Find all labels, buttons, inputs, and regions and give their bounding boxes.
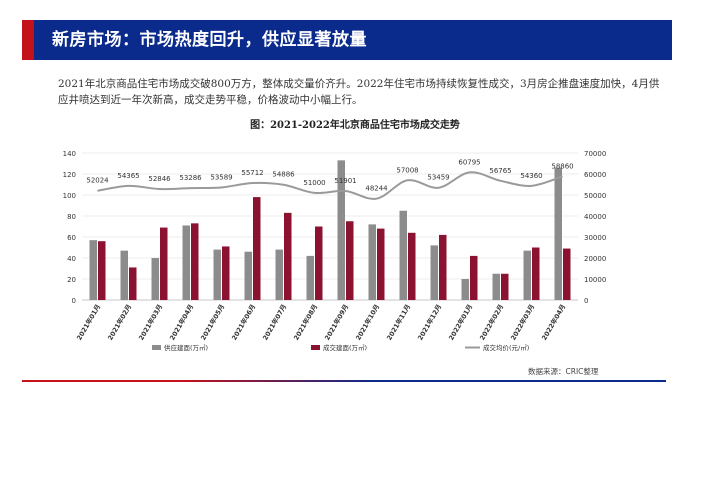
x-tick-label: 2021年11月: [384, 303, 412, 342]
x-tick-label: 2021年08月: [291, 303, 319, 342]
bar-deal: [253, 197, 261, 300]
x-tick-label: 2021年09月: [322, 303, 350, 342]
x-tick-label: 2021年12月: [415, 303, 443, 342]
y-right-tick-label: 60000: [584, 171, 606, 179]
price-data-label: 52846: [148, 175, 171, 183]
x-tick-label: 2021年06月: [229, 303, 257, 342]
bar-supply: [120, 250, 128, 300]
x-tick-label: 2021年07月: [260, 303, 288, 342]
price-data-label: 54360: [520, 172, 542, 180]
bar-deal: [439, 234, 447, 300]
price-data-label: 51000: [303, 179, 325, 187]
bar-deal: [346, 221, 354, 300]
legend-swatch-deal: [311, 345, 320, 350]
price-data-label: 58860: [551, 162, 573, 170]
y-left-tick-label: 80: [67, 213, 76, 221]
bar-supply: [368, 224, 376, 300]
data-source: 数据来源：CRIC整理: [528, 367, 599, 376]
bar-supply: [554, 167, 562, 300]
x-tick-label: 2021年01月: [74, 303, 102, 342]
price-data-label: 51901: [334, 177, 356, 185]
price-data-label: 57008: [396, 166, 418, 174]
y-right-tick-label: 70000: [584, 150, 606, 158]
y-left-tick-label: 120: [63, 171, 76, 179]
y-right-tick-label: 0: [584, 297, 588, 305]
bar-supply: [399, 210, 407, 300]
y-left-tick-label: 40: [67, 255, 76, 263]
price-data-label: 48244: [365, 185, 388, 193]
header-accent-bar: [22, 20, 34, 60]
x-tick-label: 2022年01月: [446, 303, 474, 342]
x-tick-label: 2022年03月: [508, 303, 536, 342]
y-left-tick-label: 20: [67, 276, 76, 284]
bar-supply: [306, 255, 314, 300]
y-left-tick-label: 0: [72, 297, 76, 305]
legend-label-deal: 成交建面(万㎡): [323, 343, 367, 352]
bar-supply: [461, 279, 469, 300]
bar-deal: [191, 223, 199, 300]
bar-supply: [492, 273, 500, 300]
bar-deal: [377, 228, 385, 300]
y-right-tick-label: 10000: [584, 276, 606, 284]
price-data-label: 60795: [458, 158, 480, 166]
price-data-label: 52024: [86, 177, 109, 185]
bar-deal: [315, 226, 323, 300]
x-tick-label: 2021年04月: [167, 303, 195, 342]
y-right-tick-label: 20000: [584, 255, 606, 263]
x-tick-label: 2021年03月: [136, 303, 164, 342]
page-header: 新房市场：市场热度回升，供应显著放量: [22, 20, 672, 60]
bar-deal: [501, 273, 509, 300]
x-tick-label: 2021年02月: [105, 303, 133, 342]
bar-supply: [89, 240, 97, 300]
price-data-label: 53459: [427, 174, 449, 182]
intro-paragraph: 2021年北京商品住宅市场成交破800万方，整体成交量价齐升。2022年住宅市场…: [58, 78, 660, 106]
bar-supply: [337, 160, 345, 300]
price-data-label: 53589: [210, 173, 232, 181]
bar-deal: [160, 227, 168, 300]
bottom-rule: [22, 380, 666, 382]
bar-supply: [244, 251, 252, 300]
price-data-label: 54886: [272, 171, 295, 179]
x-tick-label: 2021年05月: [198, 303, 226, 342]
y-left-tick-label: 100: [63, 192, 76, 200]
price-line: [97, 171, 563, 200]
y-right-tick-label: 30000: [584, 234, 606, 242]
bar-supply: [275, 249, 283, 300]
bar-deal: [470, 255, 478, 300]
bar-supply: [151, 258, 159, 300]
bar-supply: [430, 245, 438, 300]
y-left-tick-label: 60: [67, 234, 76, 242]
x-tick-label: 2021年10月: [353, 303, 381, 342]
price-data-label: 53286: [179, 174, 202, 182]
price-data-label: 54365: [117, 172, 139, 180]
chart-title: 图：2021-2022年北京商品住宅市场成交走势: [250, 120, 460, 131]
legend-label-price: 成交均价(元/㎡): [483, 343, 529, 352]
bar-supply: [213, 249, 221, 300]
bar-deal: [98, 241, 106, 300]
price-data-label: 55712: [241, 169, 263, 177]
legend-swatch-supply: [152, 345, 161, 350]
bar-deal: [408, 232, 416, 300]
bar-deal: [129, 267, 137, 300]
price-data-label: 56765: [489, 167, 511, 175]
bar-deal: [222, 246, 230, 300]
bar-supply: [523, 250, 531, 300]
bar-deal: [532, 247, 540, 300]
y-right-tick-label: 40000: [584, 213, 606, 221]
x-tick-label: 2022年04月: [539, 303, 567, 342]
bar-supply: [182, 225, 190, 300]
page-title: 新房市场：市场热度回升，供应显著放量: [52, 30, 367, 50]
y-left-tick-label: 140: [63, 150, 76, 158]
bar-deal: [284, 212, 292, 300]
y-right-tick-label: 50000: [584, 192, 606, 200]
bar-deal: [563, 248, 571, 300]
x-tick-label: 2022年02月: [477, 303, 505, 342]
legend-label-supply: 供应建面(万㎡): [164, 343, 208, 352]
